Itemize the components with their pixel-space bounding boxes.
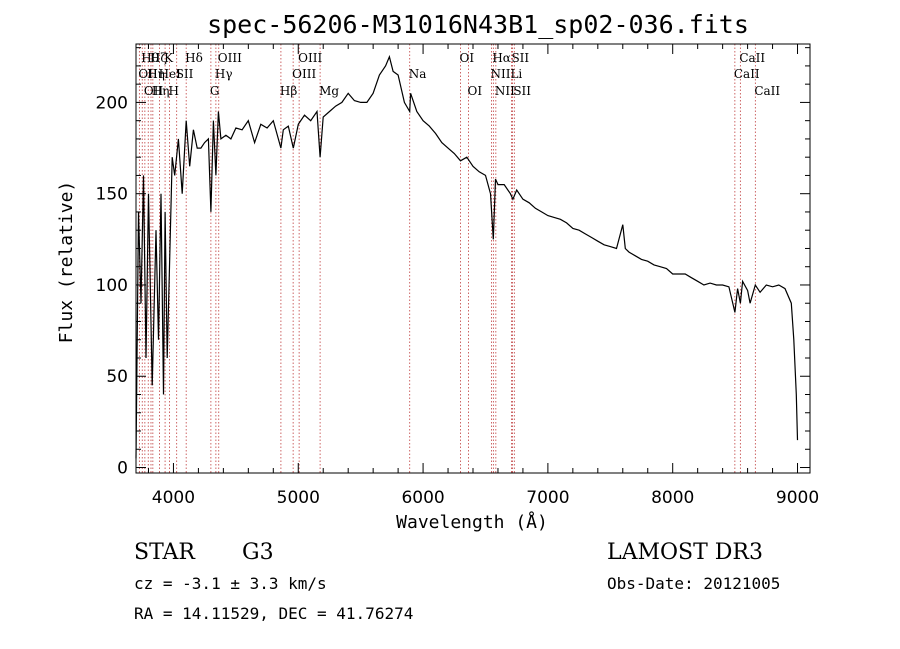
line-id-label: OI [460,51,475,65]
x-tick-label: 6000 [401,488,444,508]
line-id-label: Hβ [280,84,297,98]
line-id-label: SII [511,51,529,65]
chart-title: spec-56206-M31016N43B1_sp02-036.fits [207,10,749,39]
line-id-label: OIII [292,67,316,81]
y-axis-label: Flux (relative) [56,181,77,344]
x-tick-label: 8000 [651,488,694,508]
spectral-subclass: G3 [242,540,274,565]
spectrum-line [135,54,799,459]
observation-date: Obs-Date: 20121005 [607,574,781,593]
line-id-label: OII [138,67,158,81]
x-tick-label: 7000 [526,488,569,508]
line-id-label: Li [510,67,522,81]
coordinates-readout: RA = 14.11529, DEC = 41.76274 [134,604,414,623]
line-id-label: Hα [492,51,511,65]
line-id-label: NII [490,67,510,81]
redshift-readout: cz = -3.1 ± 3.3 km/s [134,574,327,593]
x-axis-label: Wavelength (Å) [396,511,548,533]
line-id-label: CaII [739,51,765,65]
line-id-label: OIII [218,51,242,65]
line-id-label: Hζ [150,51,167,65]
line-id-label: NII [495,84,515,98]
line-id-label: CaII [734,67,760,81]
x-tick-label: 4000 [152,488,195,508]
line-markers-group [138,44,756,473]
x-tick-label: 9000 [776,488,819,508]
line-id-label: CaII [754,84,780,98]
line-id-label: Hη [152,84,170,98]
line-id-label: OIII [298,51,322,65]
y-tick-label: 150 [96,185,128,205]
line-id-label: H [168,84,178,98]
y-tick-label: 200 [96,93,128,113]
object-class: STAR [134,540,195,565]
line-id-label: Na [409,67,427,81]
line-id-label: SII [176,67,194,81]
y-axis-ticks: 0 50 100 150 200 [96,47,810,479]
y-tick-label: 0 [117,459,128,479]
plot-frame [135,43,811,474]
x-axis-ticks: 4000 5000 6000 7000 8000 9000 [147,44,819,508]
line-id-label: Hθ [141,51,159,65]
line-id-label: Hδ [185,51,203,65]
line-id-labels-group: OIIHθOIIHηHζHηHeIKHSIIHδGHγOIIIHβOIIIOII… [138,51,780,98]
survey-name: LAMOST DR3 [607,540,763,565]
line-id-label: Hη [147,67,165,81]
line-id-label: Hγ [215,67,233,81]
line-id-label: K [164,51,174,65]
line-id-label: G [210,84,220,98]
x-tick-label: 5000 [277,488,320,508]
y-tick-label: 50 [106,367,128,387]
line-id-label: OII [144,84,164,98]
line-id-label: Mg [319,84,339,98]
line-id-label: HeI [159,67,182,81]
y-tick-label: 100 [96,276,128,296]
line-id-label: OI [468,84,483,98]
line-id-label: SII [513,84,531,98]
